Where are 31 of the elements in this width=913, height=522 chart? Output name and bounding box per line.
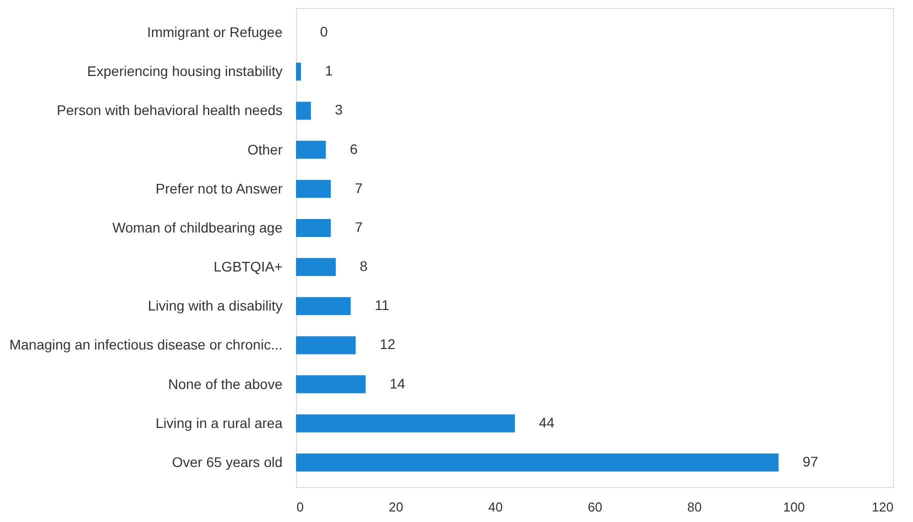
- y-tick-label: None of the above: [168, 376, 283, 392]
- data-label: 3: [334, 102, 343, 118]
- x-tick-label: 40: [488, 500, 503, 514]
- data-label: 11: [374, 297, 390, 314]
- y-tick-label: Prefer not to Answer: [156, 180, 283, 196]
- data-label: 12: [380, 336, 396, 352]
- data-label: 44: [538, 414, 555, 430]
- y-tick-label: Experiencing housing instability: [87, 63, 282, 80]
- y-tick-label: Living with a disability: [148, 298, 282, 314]
- x-tick-label: 0: [296, 500, 304, 514]
- data-label: 97: [802, 453, 818, 470]
- data-label: 7: [354, 180, 363, 196]
- y-tick-label: Other: [247, 141, 283, 158]
- y-tick-label: Immigrant or Refugee: [147, 24, 283, 40]
- y-tick-label: Managing an infectious disease or chronic...: [9, 336, 282, 353]
- data-label: 14: [390, 375, 406, 392]
- data-label: 6: [350, 140, 358, 157]
- y-tick-label: LGBTQIA+: [214, 258, 282, 275]
- data-label: 1: [324, 62, 333, 79]
- data-label: 7: [354, 218, 363, 235]
- data-label: 8: [360, 258, 368, 274]
- data-label: 0: [320, 24, 328, 40]
- y-tick-label: Woman of childbearing age: [112, 219, 283, 236]
- y-tick-label: Living in a rural area: [156, 414, 283, 431]
- x-tick-label: 80: [687, 500, 702, 514]
- y-tick-label: Over 65 years old: [172, 454, 282, 470]
- x-tick-label: 120: [872, 500, 894, 514]
- x-tick-label: 20: [388, 500, 404, 514]
- x-tick-label: 60: [588, 500, 602, 514]
- y-tick-label: Person with behavioral health needs: [56, 102, 282, 118]
- x-tick-label: 100: [783, 500, 805, 514]
